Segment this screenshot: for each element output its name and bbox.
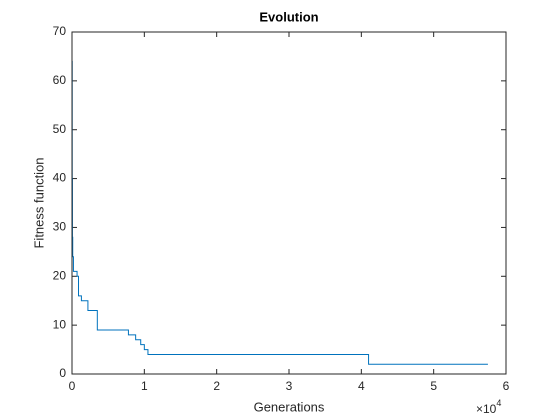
x-exponent-base: ×10 (476, 402, 497, 416)
x-axis-label: Generations (254, 399, 325, 414)
data-line (71, 60, 488, 365)
y-tick-label: 60 (53, 73, 67, 87)
x-tick-label: 5 (430, 379, 437, 393)
y-tick-label: 50 (53, 122, 67, 136)
x-tick-label: 6 (503, 379, 510, 393)
x-exponent: ×104 (476, 398, 501, 416)
y-axis-label: Fitness function (31, 157, 46, 248)
x-tick-label: 4 (358, 379, 365, 393)
y-tick-label: 30 (53, 220, 67, 234)
x-exponent-power: 4 (496, 398, 501, 408)
y-tick-label: 70 (53, 24, 67, 38)
x-tick-label: 0 (69, 379, 76, 393)
x-tick-label: 2 (213, 379, 220, 393)
y-tick-label: 10 (53, 317, 67, 331)
x-tick-label: 3 (286, 379, 293, 393)
chart-title: Evolution (259, 9, 318, 24)
y-tick-label: 20 (53, 268, 67, 282)
axes-box (71, 31, 507, 375)
x-tick-label: 1 (141, 379, 148, 393)
y-tick-label: 40 (53, 171, 67, 185)
y-tick-label: 0 (59, 366, 66, 380)
